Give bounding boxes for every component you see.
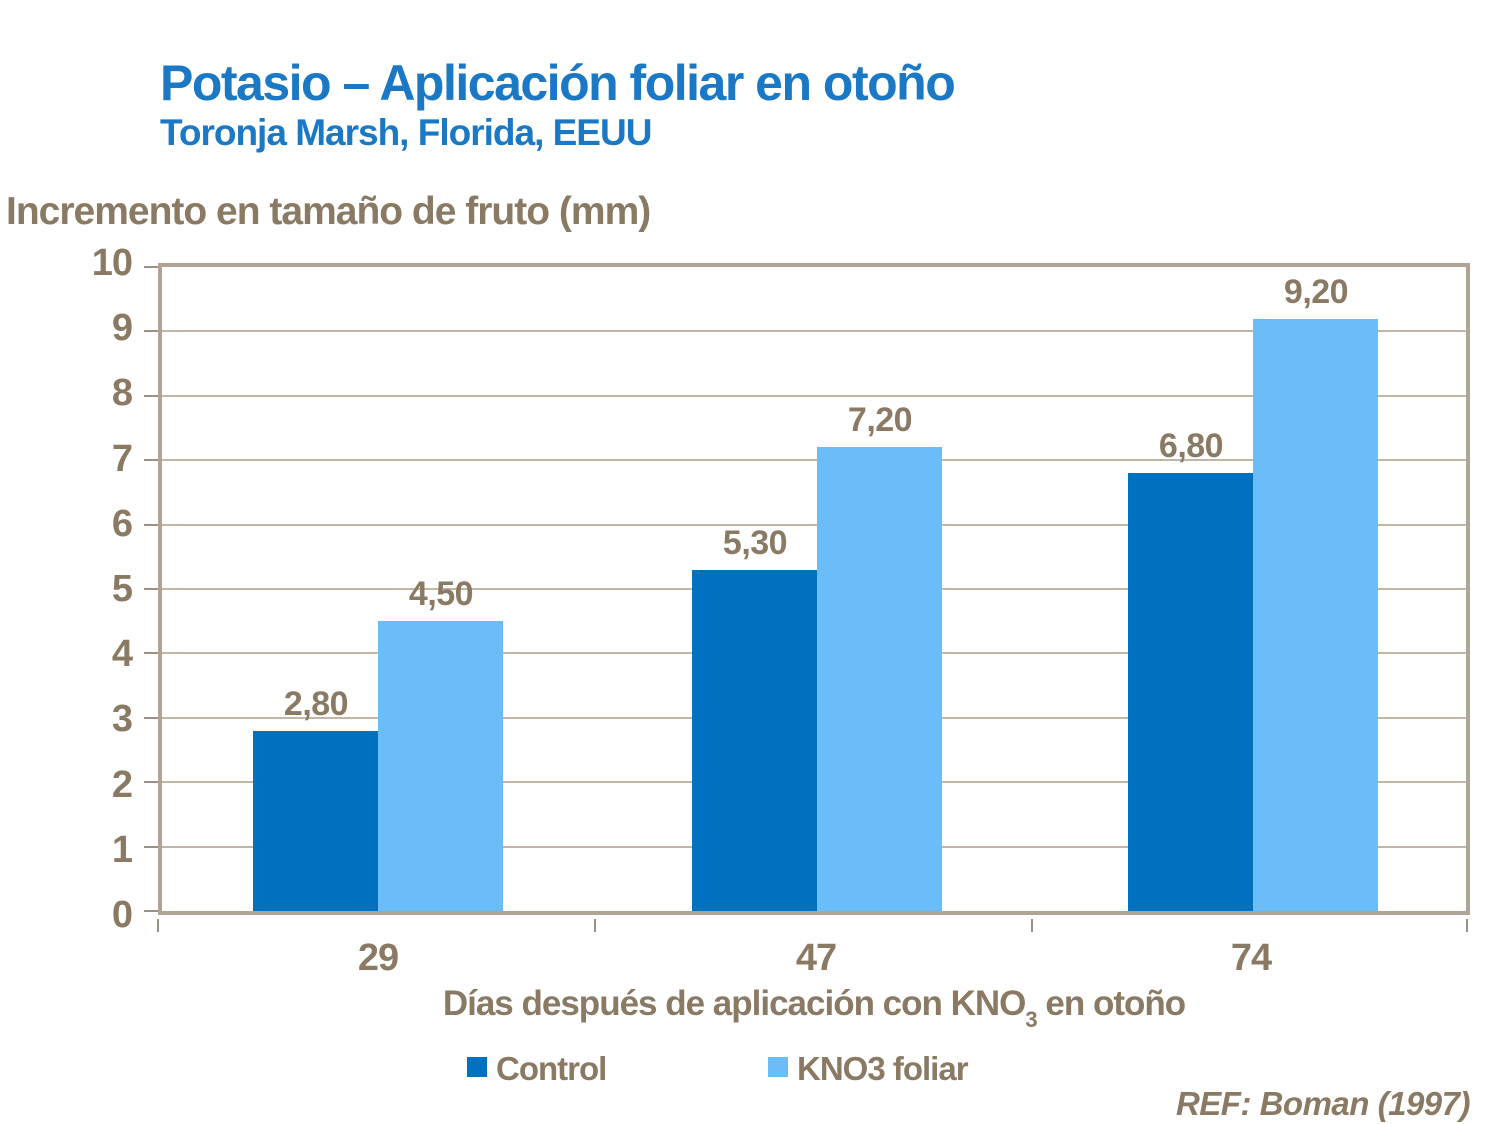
legend-item-kno3foliar: KNO3 foliar — [768, 1049, 969, 1089]
bar-control-47 — [692, 569, 817, 911]
bar-control-29 — [253, 730, 378, 911]
x-axis-title: Días después de aplicación con KNO3 en o… — [158, 984, 1470, 1031]
y-axis-tick — [144, 394, 158, 397]
x-axis-title-suffix: en otoño — [1036, 984, 1186, 1023]
y-tick-label: 8 — [111, 372, 133, 414]
data-label-kno3foliar-47: 7,20 — [847, 401, 913, 440]
x-axis-title-subscript: 3 — [1025, 1007, 1037, 1032]
bar-kno3foliar-29 — [378, 621, 503, 911]
y-axis-title: Incremento en tamaño de fruto (mm) — [6, 190, 651, 233]
x-category-label-29: 29 — [357, 937, 399, 979]
y-axis-tick-labels: 10 9 8 7 6 5 4 3 2 1 0 — [0, 242, 133, 936]
legend-label-control: Control — [496, 1050, 607, 1087]
legend-swatch-kno3foliar — [768, 1057, 788, 1077]
x-axis-tick — [1466, 919, 1468, 932]
y-axis-tick — [144, 716, 158, 719]
bar-control-74 — [1128, 473, 1253, 911]
legend-label-kno3foliar: KNO3 foliar — [797, 1050, 969, 1087]
data-label-control-74: 6,80 — [1158, 427, 1224, 466]
y-axis-tick — [144, 781, 158, 784]
legend-swatch-control — [467, 1057, 487, 1077]
reference-citation: REF: Boman (1997) — [1175, 1085, 1471, 1122]
y-axis-tick — [144, 459, 158, 462]
y-tick-label: 7 — [111, 438, 133, 480]
y-tick-label: 1 — [111, 829, 133, 871]
y-tick-label: 4 — [111, 633, 133, 675]
y-axis-tick — [144, 652, 158, 655]
y-axis-tick — [144, 910, 158, 912]
y-tick-label: 2 — [111, 764, 133, 806]
x-axis-title-prefix: Días después de aplicación con KNO — [442, 984, 1027, 1023]
data-label-control-29: 2,80 — [283, 684, 349, 723]
x-category-label-47: 47 — [795, 937, 837, 979]
y-tick-label: 5 — [111, 568, 133, 610]
bar-kno3foliar-74 — [1253, 318, 1378, 911]
data-label-control-47: 5,30 — [722, 523, 788, 562]
data-label-kno3foliar-29: 4,50 — [408, 575, 474, 614]
x-axis-tick — [594, 919, 596, 932]
legend-item-control: Control — [467, 1049, 607, 1089]
page-subtitle: Toronja Marsh, Florida, EEUU — [160, 112, 652, 153]
x-category-label-74: 74 — [1230, 937, 1272, 979]
gridline — [162, 523, 1466, 526]
gridline — [162, 330, 1466, 333]
x-axis-tick — [1031, 919, 1033, 932]
y-axis-tick — [144, 845, 158, 848]
x-axis-tick — [157, 919, 159, 932]
y-tick-label: 3 — [111, 698, 133, 740]
gridline — [162, 459, 1466, 462]
bar-kno3foliar-47 — [817, 447, 942, 911]
y-axis-tick — [144, 330, 158, 333]
y-axis-tick — [144, 266, 158, 268]
y-tick-label: 6 — [111, 503, 133, 545]
y-tick-label: 9 — [111, 307, 133, 349]
page-title: Potasio – Aplicación foliar en otoño — [160, 55, 956, 111]
data-label-kno3foliar-74: 9,20 — [1283, 272, 1349, 311]
gridline — [162, 394, 1466, 397]
y-tick-label: 10 — [91, 242, 133, 284]
y-axis-tick — [144, 523, 158, 526]
y-axis-tick — [144, 588, 158, 590]
y-tick-label: 0 — [111, 894, 133, 936]
plot-area: 2,80 5,30 6,80 4,50 7,20 9,20 — [144, 263, 1470, 915]
